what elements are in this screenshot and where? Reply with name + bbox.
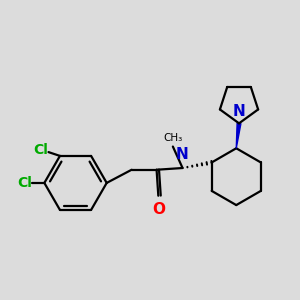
- Polygon shape: [236, 123, 241, 148]
- Text: O: O: [152, 202, 165, 217]
- Text: N: N: [233, 104, 245, 119]
- Text: N: N: [176, 147, 188, 162]
- Text: Cl: Cl: [17, 176, 32, 190]
- Text: CH₃: CH₃: [163, 133, 182, 143]
- Text: Cl: Cl: [33, 143, 48, 157]
